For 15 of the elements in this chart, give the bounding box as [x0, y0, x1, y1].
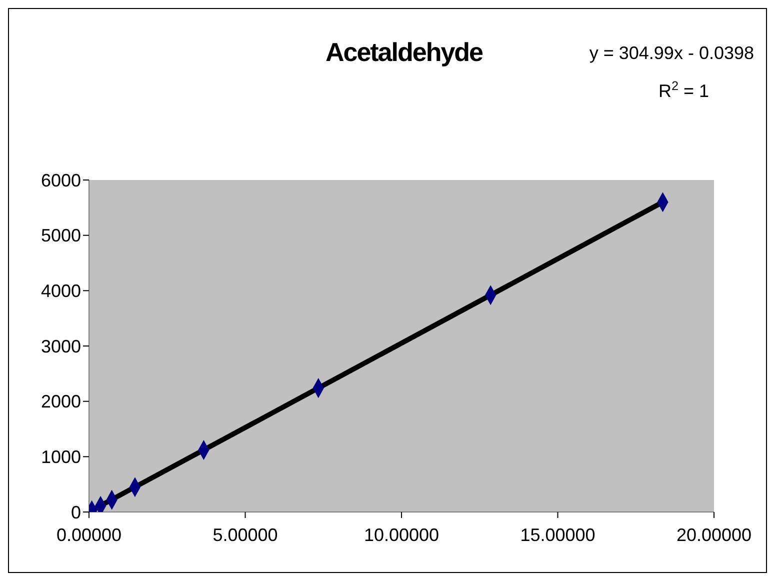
x-tick-label: 5.00000 — [212, 524, 278, 545]
y-tick-label: 6000 — [40, 170, 81, 190]
x-tick-label: 15.00000 — [520, 524, 596, 545]
y-tick-label: 3000 — [40, 336, 81, 356]
chart-title: Acetaldehyde — [325, 37, 484, 67]
y-tick-label: 5000 — [40, 226, 81, 246]
x-tick-label: 20.00000 — [676, 524, 752, 545]
y-tick-label: 0 — [70, 502, 81, 522]
text: R$^{2}$ = 1 — [658, 79, 709, 101]
x-tick-label: 0.00000 — [56, 524, 122, 545]
y-tick-label: 2000 — [40, 392, 81, 412]
text: y = 304.99x - 0.0398 — [589, 43, 754, 63]
y-tick-label: 4000 — [40, 281, 81, 302]
x-tick-label: 10.00000 — [364, 524, 440, 545]
y-tick-label: 1000 — [40, 447, 81, 468]
